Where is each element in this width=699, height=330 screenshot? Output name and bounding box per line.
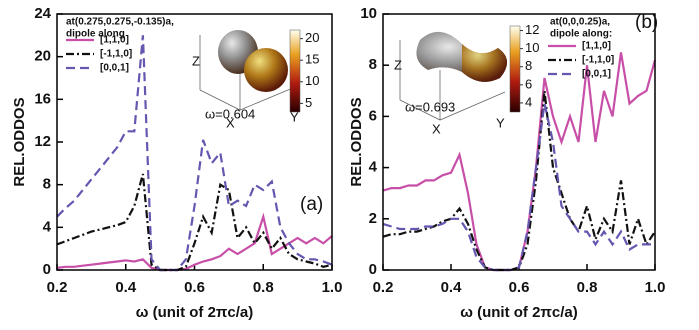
legend-label: [0,0,1] bbox=[100, 63, 129, 74]
x-axis-label: ω (unit of 2πc/a) bbox=[460, 304, 578, 321]
inset-axis-label: X bbox=[226, 115, 235, 130]
y-tick-label: 16 bbox=[34, 90, 51, 107]
y-tick-label: 0 bbox=[43, 261, 51, 278]
annotation: dipole along bbox=[66, 29, 125, 40]
x-axis-label: ω (unit of 2πc/a) bbox=[136, 304, 254, 321]
annotation: at(0,0,0.25)a, bbox=[550, 17, 610, 28]
inset-axis-label: Z bbox=[192, 53, 200, 68]
colorbar-tick-label: 10 bbox=[305, 73, 319, 88]
omega-label: ω=0.693 bbox=[405, 99, 455, 114]
x-tick-label: 0.6 bbox=[509, 279, 530, 296]
annotation: dipole along: bbox=[550, 29, 612, 40]
colorbar-tick-label: 20 bbox=[305, 30, 319, 45]
y-tick-label: 8 bbox=[369, 56, 377, 73]
panel-label: (b) bbox=[635, 12, 658, 33]
y-tick-label: 20 bbox=[34, 48, 51, 65]
colorbar-tick-label: 12 bbox=[525, 22, 539, 37]
y-tick-label: 10 bbox=[360, 5, 377, 22]
y-tick-label: 6 bbox=[369, 107, 377, 124]
y-tick-label: 12 bbox=[34, 133, 51, 150]
colorbar-tick-label: 8 bbox=[525, 58, 532, 73]
legend-label: [1,1,0] bbox=[582, 41, 611, 52]
x-tick-label: 0.4 bbox=[115, 279, 137, 296]
y-tick-label: 8 bbox=[43, 176, 51, 193]
series-line bbox=[383, 104, 655, 270]
colorbar-tick-label: 15 bbox=[305, 52, 319, 67]
y-tick-label: 4 bbox=[369, 159, 378, 176]
figure: 048121620240.20.40.60.81.0[1,1,0][-1,1,0… bbox=[0, 0, 699, 330]
inset-axis-label: Y bbox=[496, 115, 505, 130]
y-tick-label: 0 bbox=[369, 261, 377, 278]
x-tick-label: 1.0 bbox=[322, 279, 343, 296]
y-axis-label: REL.ODDOS bbox=[348, 97, 365, 186]
inset-axis-label: Y bbox=[290, 109, 299, 124]
y-tick-label: 2 bbox=[369, 210, 377, 227]
legend-label: [-1,1,0] bbox=[100, 49, 132, 60]
series-line bbox=[57, 174, 332, 270]
x-tick-label: 1.0 bbox=[645, 279, 666, 296]
x-tick-label: 0.2 bbox=[373, 279, 394, 296]
x-tick-label: 0.8 bbox=[577, 279, 598, 296]
x-tick-label: 0.6 bbox=[184, 279, 205, 296]
x-tick-label: 0.4 bbox=[441, 279, 463, 296]
inset-a-shape bbox=[200, 30, 300, 112]
y-tick-label: 4 bbox=[43, 218, 52, 235]
legend-label: [0,0,1] bbox=[582, 69, 611, 80]
y-tick-label: 24 bbox=[34, 5, 51, 22]
y-axis-label: REL.ODDOS bbox=[11, 97, 28, 186]
x-tick-label: 0.2 bbox=[47, 279, 68, 296]
legend-label: [-1,1,0] bbox=[582, 55, 614, 66]
inset-axis-label: X bbox=[432, 121, 441, 136]
inset-axis-label: Z bbox=[394, 57, 402, 72]
panel-label: (a) bbox=[300, 194, 323, 215]
colorbar-tick-label: 10 bbox=[525, 40, 539, 55]
x-tick-label: 0.8 bbox=[253, 279, 274, 296]
colorbar-tick-label: 5 bbox=[305, 95, 312, 110]
annotation: at(0.275,0.275,-0.135)a, bbox=[66, 17, 174, 28]
colorbar-tick-label: 4 bbox=[525, 94, 532, 109]
colorbar-tick-label: 6 bbox=[525, 76, 532, 91]
